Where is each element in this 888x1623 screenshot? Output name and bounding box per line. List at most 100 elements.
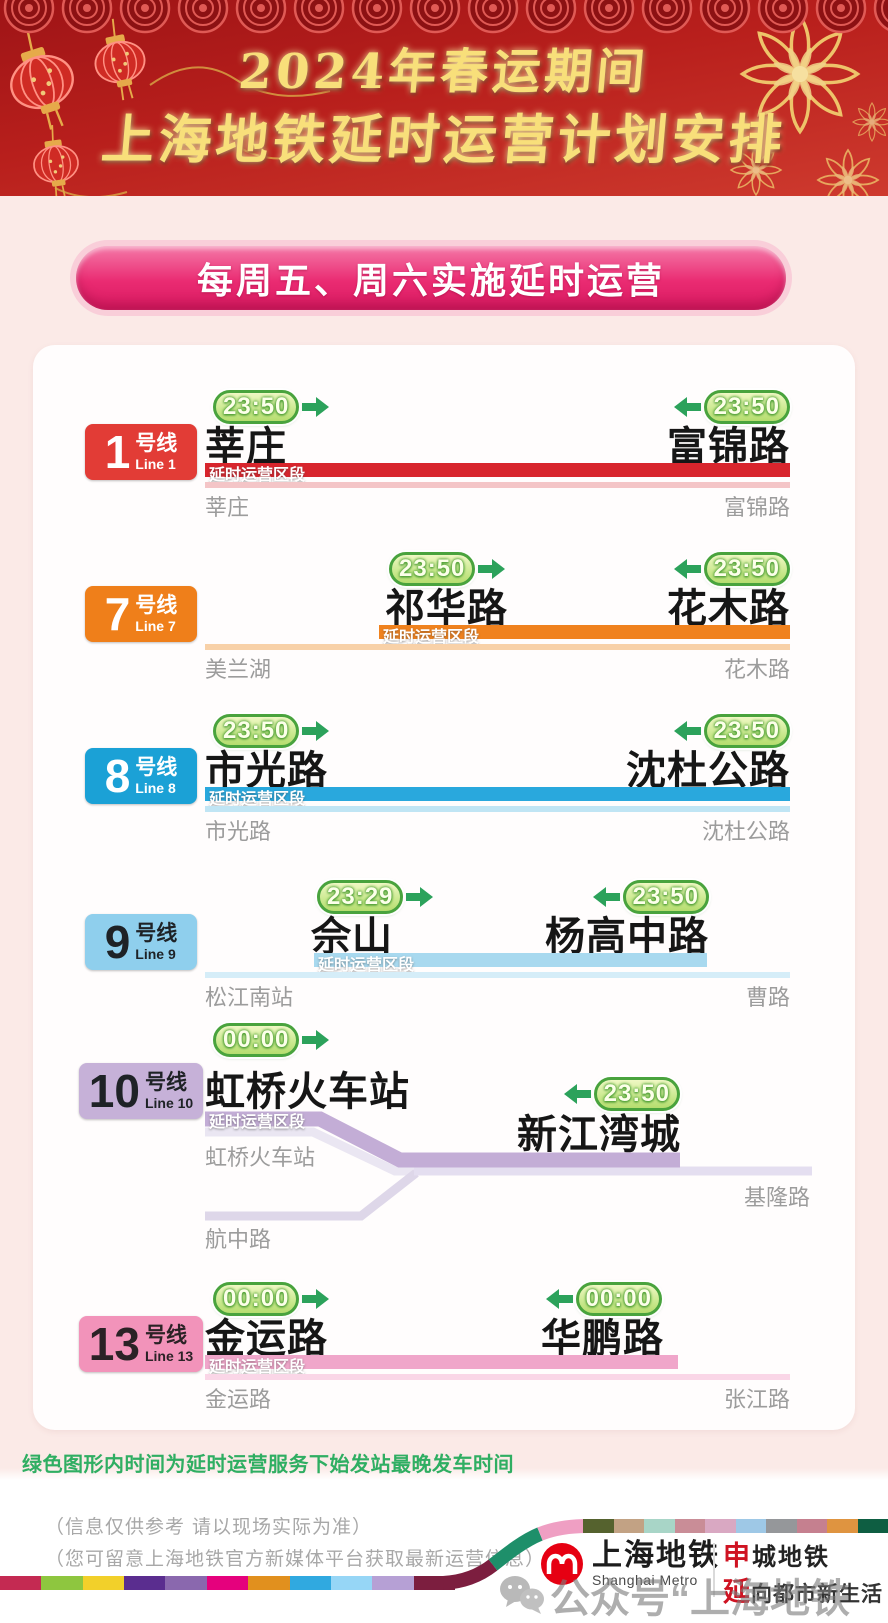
time-value: 23:50	[703, 714, 790, 748]
time-value: 23:29	[317, 880, 404, 914]
time-value: 23:50	[213, 390, 300, 424]
time-value: 00:00	[213, 1282, 300, 1316]
line-10-badge: 10 号线 Line 10	[79, 1063, 203, 1119]
arrow-left-icon	[673, 397, 701, 417]
line-9-badge: 9 号线 Line 9	[85, 914, 197, 970]
departure-time-pill: 23:50	[213, 713, 330, 749]
terminus-label: 松江南站	[205, 985, 294, 1010]
poster-title-line2: 上海地铁延时运营计划安排	[98, 109, 789, 171]
extended-section-bar	[205, 1355, 678, 1369]
extended-section-bar	[314, 953, 707, 967]
time-value: 00:00	[213, 1023, 300, 1057]
arrow-right-icon	[302, 1030, 330, 1050]
slogan-text: 城地铁	[752, 1544, 830, 1571]
terminus-label: 虹桥火车站	[205, 1145, 316, 1170]
disclaimer-line1: （信息仅供参考 请以现场实际为准）	[45, 1516, 373, 1538]
wechat-watermark: 公众号“上海地铁	[498, 1566, 888, 1623]
terminus-label: 花木路	[723, 657, 790, 682]
arrow-right-icon	[302, 721, 330, 741]
disclaimer-line2: （您可留意上海地铁官方新媒体平台获取最新运营信息）	[45, 1548, 546, 1570]
full-line-bar	[205, 972, 790, 978]
line-en-name: Line 7	[135, 618, 176, 634]
rainbow-stripe-top	[583, 1519, 888, 1533]
arrow-left-icon	[563, 1084, 591, 1104]
terminus-label: 张江路	[723, 1387, 790, 1412]
gold-swirl-icon	[54, 66, 331, 196]
line-1-badge: 1 号线 Line 1	[85, 424, 197, 480]
schedule-banner: 每周五、周六实施延时运营	[76, 246, 786, 310]
arrow-right-icon	[406, 887, 434, 907]
header-banner: 2024年春运期间 上海地铁延时运营计划安排	[0, 0, 888, 196]
extended-section-label: 延时运营区段	[209, 1114, 306, 1131]
green-time-note: 绿色图形内时间为延时运营服务下始发站最晚发车时间	[22, 1454, 514, 1476]
wechat-icon	[500, 1576, 544, 1614]
arrow-right-icon	[302, 397, 330, 417]
departure-time-pill: 23:50	[213, 389, 330, 425]
time-value: 23:50	[622, 880, 709, 914]
slogan-red-char: 延	[723, 1577, 751, 1607]
line-7-badge: 7 号线 Line 7	[85, 586, 197, 642]
full-line-bar	[205, 806, 790, 812]
station-name: 莘庄	[205, 425, 287, 469]
full-line-bar	[205, 644, 790, 650]
terminus-label: 沈杜公路	[701, 819, 790, 844]
station-name: 华鹏路	[541, 1317, 664, 1361]
slogan-text: 向都市新生活	[751, 1583, 883, 1606]
line-row-10: 10 号线 Line 10 00:00 虹桥火车站 延时运营区段 23:50	[33, 345, 855, 1430]
line-row-8: 8 号线 Line 8 23:50 市光路 23:50 沈杜公路 延时运营区段 …	[33, 707, 855, 867]
full-line-bar	[205, 482, 790, 488]
terminus-label: 美兰湖	[205, 657, 272, 682]
terminus-label: 市光路	[205, 819, 272, 844]
metro-logo-icon	[541, 1542, 583, 1585]
line-suffix: 号线	[135, 594, 178, 617]
line-en-name: Line 9	[135, 946, 176, 962]
line-suffix: 号线	[135, 432, 178, 455]
line-number: 10	[88, 1065, 140, 1117]
time-value: 23:50	[593, 1077, 680, 1111]
line-8-badge: 8 号线 Line 8	[85, 748, 197, 804]
arrow-left-icon	[545, 1289, 573, 1309]
shanghai-metro-logo: 上海地铁 Shanghai Metro	[540, 1540, 720, 1588]
station-name: 佘山	[311, 915, 393, 959]
header-decorations	[0, 0, 888, 196]
extended-section-label: 延时运营区段	[209, 791, 306, 808]
footer-divider	[713, 1543, 715, 1597]
line-suffix: 号线	[135, 922, 178, 945]
station-name: 杨高中路	[545, 915, 709, 959]
terminus-label: 曹路	[745, 985, 790, 1010]
time-value: 23:50	[389, 552, 476, 586]
terminus-label: 富锦路	[723, 495, 790, 520]
time-value: 23:50	[213, 714, 300, 748]
line-en-name: Line 8	[135, 780, 176, 796]
station-name: 市光路	[205, 749, 328, 793]
line-suffix: 号线	[135, 756, 178, 779]
extended-section-label: 延时运营区段	[383, 629, 480, 646]
arrow-left-icon	[673, 559, 701, 579]
line-number: 7	[104, 588, 131, 640]
departure-time-pill: 23:50	[673, 713, 790, 749]
departure-time-pill: 00:00	[213, 1022, 330, 1058]
rainbow-stripe-bottom	[0, 1576, 455, 1590]
line-10-branch-diagram	[205, 1111, 812, 1221]
lines-card: 1 号线 Line 1 23:50 莘庄 23:50 富锦路 延时运营区段 莘庄…	[33, 345, 855, 1430]
station-name: 新江湾城	[517, 1113, 681, 1157]
departure-time-pill: 23:50	[673, 389, 790, 425]
terminus-label: 基隆路	[743, 1185, 810, 1210]
line-number: 8	[104, 750, 131, 802]
line-row-7: 7 号线 Line 7 23:50 祁华路 23:50 花木路 延时运营区段 美…	[33, 545, 855, 705]
slogan-red-char: 申	[723, 1541, 752, 1571]
watermark-text: 公众号“上海地铁	[550, 1577, 850, 1621]
terminus-label: 莘庄	[205, 495, 250, 520]
line-number: 9	[104, 916, 131, 968]
arrow-right-icon	[478, 559, 506, 579]
extended-section-bar	[205, 787, 790, 801]
bunting-pattern	[0, 0, 888, 42]
line-row-13: 13 号线 Line 13 00:00 金运路 00:00 华鹏路 延时运营区段…	[33, 1275, 855, 1435]
poster-title-line1: 2024年春运期间	[236, 44, 651, 100]
line-suffix: 号线	[144, 1071, 187, 1094]
time-value: 23:50	[703, 390, 790, 424]
departure-time-pill: 00:00	[545, 1281, 662, 1317]
line-13-badge: 13 号线 Line 13	[79, 1316, 203, 1372]
departure-time-pill: 23:50	[592, 879, 709, 915]
